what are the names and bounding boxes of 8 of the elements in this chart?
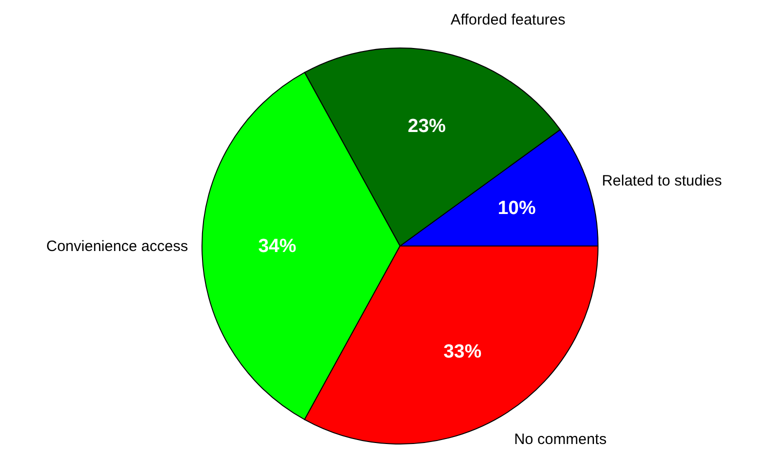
data-label: 23% bbox=[408, 116, 446, 138]
slice-label: Afforded features bbox=[450, 12, 566, 29]
data-label: 34% bbox=[258, 236, 296, 257]
data-label: 10% bbox=[498, 198, 536, 220]
slice-label: Related to studies bbox=[602, 172, 722, 190]
slice-label: No comments bbox=[514, 430, 607, 448]
slice-label: Convienience access bbox=[46, 238, 188, 255]
data-label: 33% bbox=[443, 342, 482, 363]
